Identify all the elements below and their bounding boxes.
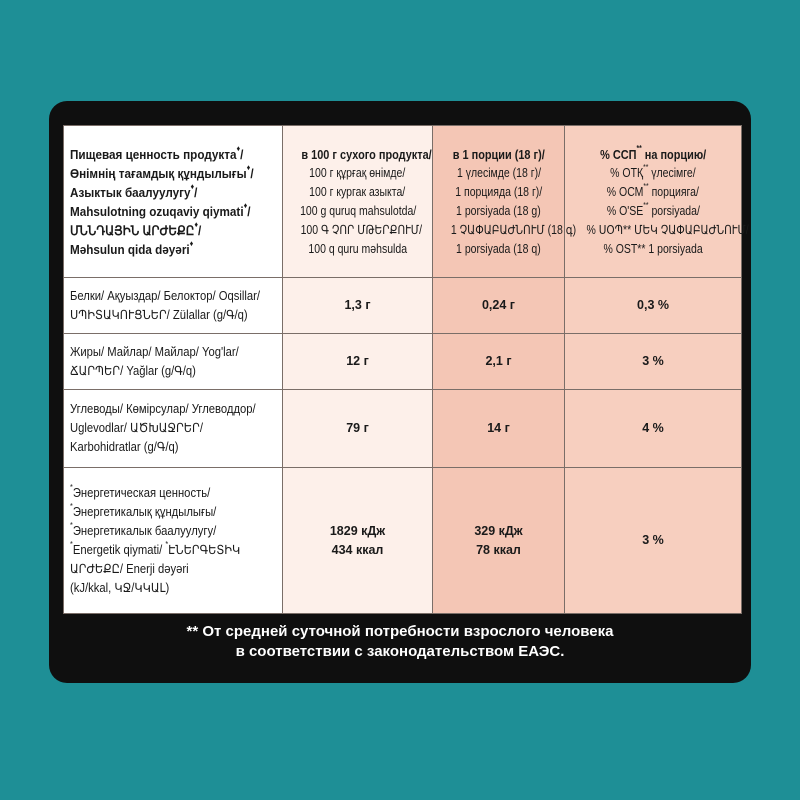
value-percent: 3 %	[564, 333, 742, 390]
nutrition-table: Пищевая ценность продукта♦/ Өнімнің таға…	[63, 125, 749, 614]
header-per-100g: в 100 г сухого продукта/ 100 г құрғақ өн…	[282, 125, 433, 278]
value-per-100g: 1,3 г	[282, 277, 433, 334]
value-percent: 3 %	[564, 467, 742, 614]
header-percent-daily: % ССП** на порцию/ % ОТҚ** үлесімге/ % О…	[564, 125, 749, 278]
table-row-fat: Жиры/ Майлар/ Майлар/ Yog'lar/ ՃԱՐՊԵՐ/ Y…	[63, 333, 742, 390]
value-per-portion: 0,24 г	[432, 277, 565, 334]
footnote-line-1: ** От средней суточной потребности взрос…	[186, 623, 614, 640]
table-row-carbohydrates: Углеводы/ Көмірсулар/ Углеводдор/ Uglevo…	[63, 389, 742, 468]
header-row: Пищевая ценность продукта♦/ Өнімнің таға…	[63, 125, 749, 278]
value-per-portion: 329 кДж 78 ккал	[432, 467, 565, 614]
value-percent: 4 %	[564, 389, 742, 468]
value-per-portion: 14 г	[432, 389, 565, 468]
row-label: Белки/ Ақуыздар/ Белоктор/ Oqsillar/ ՍՊԻ…	[63, 277, 283, 334]
value-per-100g: 12 г	[282, 333, 433, 390]
row-label: *Энергетическая ценность/ *Энергетикалық…	[63, 467, 283, 614]
footnote: ** От средней суточной потребности взрос…	[49, 622, 751, 662]
row-label: Жиры/ Майлар/ Майлар/ Yog'lar/ ՃԱՐՊԵՐ/ Y…	[63, 333, 283, 390]
value-per-100g: 1829 кДж 434 ккал	[282, 467, 433, 614]
footnote-line-2: в соответствии с законодательством ЕАЭС.	[235, 643, 565, 660]
table-row-protein: Белки/ Ақуыздар/ Белоктор/ Oqsillar/ ՍՊԻ…	[63, 277, 742, 334]
table-row-energy: *Энергетическая ценность/ *Энергетикалық…	[63, 467, 742, 614]
value-per-portion: 2,1 г	[432, 333, 565, 390]
header-per-portion: в 1 порции (18 г)/ 1 үлесімде (18 г)/ 1 …	[432, 125, 576, 278]
row-label: Углеводы/ Көмірсулар/ Углеводдор/ Uglevo…	[63, 389, 283, 468]
value-per-100g: 79 г	[282, 389, 433, 468]
header-nutrition-value: Пищевая ценность продукта♦/ Өнімнің таға…	[63, 125, 283, 278]
value-percent: 0,3 %	[564, 277, 742, 334]
